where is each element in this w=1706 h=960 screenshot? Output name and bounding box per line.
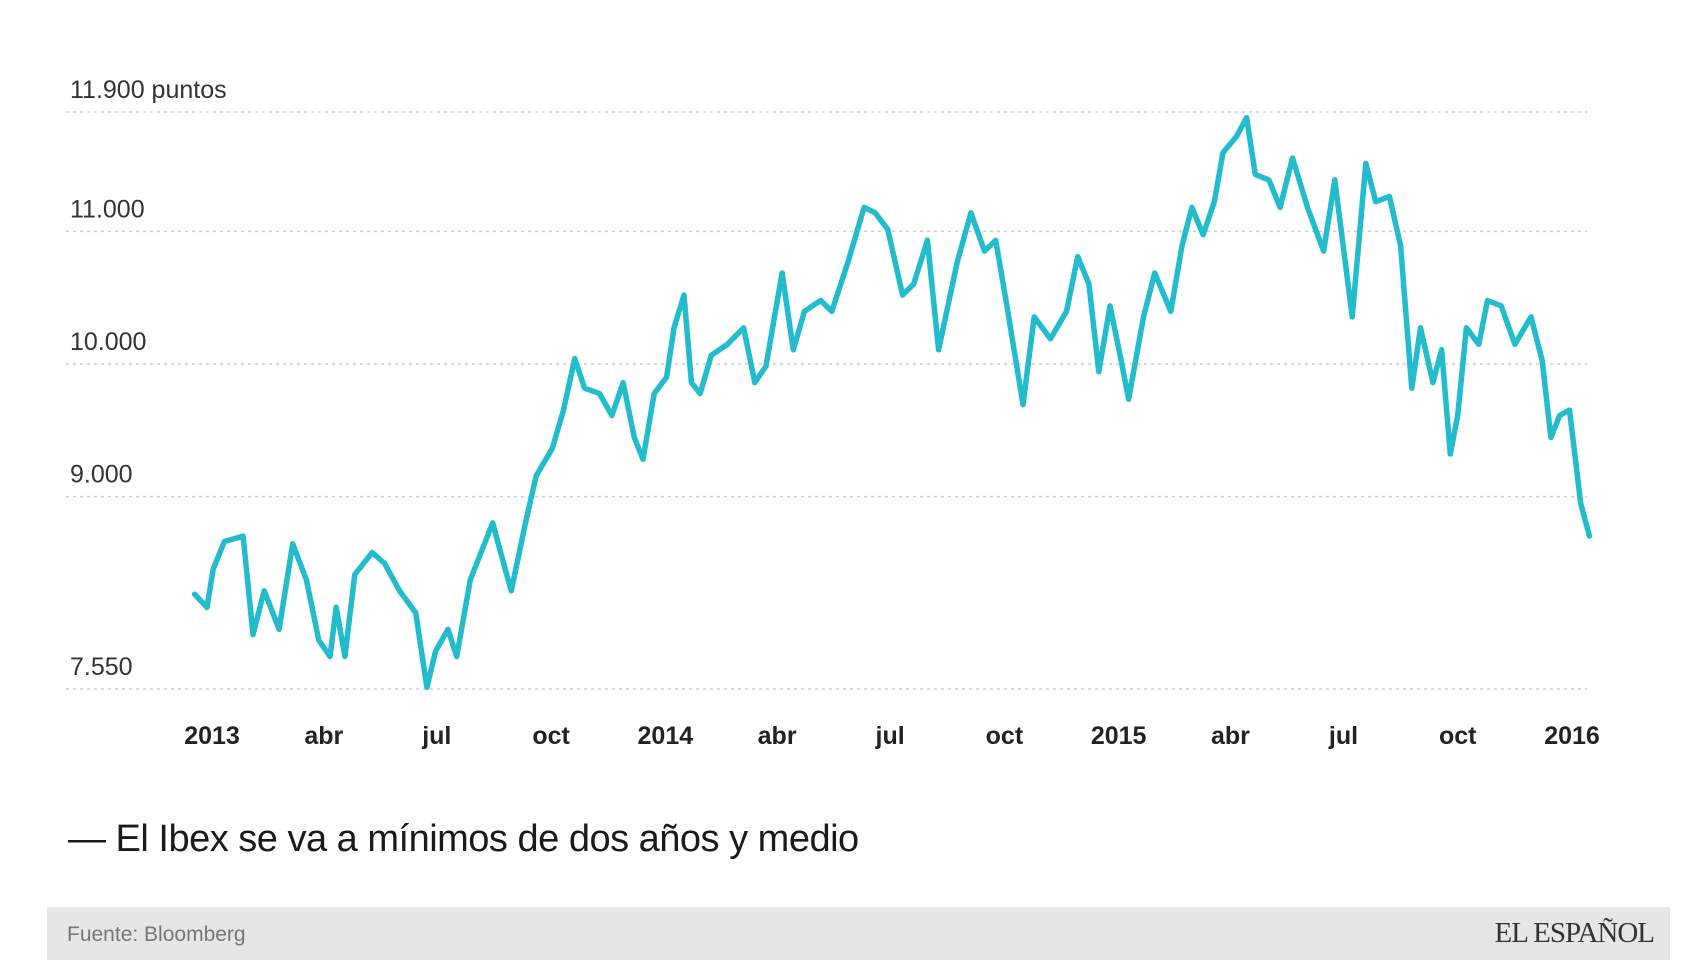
source-note: Fuente: Bloomberg [67, 923, 246, 946]
y-tick-label: 7.550 [70, 653, 133, 681]
chart-title: — El Ibex se va a mínimos de dos años y … [68, 818, 859, 860]
x-tick-label: abr [758, 722, 797, 750]
x-tick-label: jul [875, 722, 905, 750]
gridlines [66, 111, 1587, 690]
x-tick-label: abr [304, 722, 343, 750]
x-tick-label: 2016 [1544, 722, 1600, 750]
series-line-ibex [191, 114, 1593, 691]
y-tick-label: 10.000 [70, 328, 146, 356]
x-tick-label: abr [1211, 722, 1250, 750]
x-tick-label: 2015 [1091, 722, 1147, 750]
y-tick-label: 11.000 [70, 195, 145, 223]
y-tick-label: 9.000 [70, 461, 133, 489]
x-tick-label: oct [1439, 722, 1477, 750]
x-tick-label: jul [421, 722, 451, 750]
y-axis-labels: 11.900 puntos 11.000 10.000 9.000 7.550 [70, 76, 227, 681]
x-tick-label: 2014 [638, 722, 694, 750]
x-tick-label: oct [532, 722, 570, 750]
brand-logo: EL ESPAÑOL [1494, 917, 1655, 949]
y-tick-label: 11.900 puntos [70, 76, 227, 104]
line-chart: 11.900 puntos 11.000 10.000 9.000 7.550 2013… [66, 76, 1600, 750]
x-axis-labels: 2013 abr jul oct 2014 abr jul oct 2015 abr jul oct 2… [184, 722, 1600, 750]
footer-bar: Fuente: Bloomberg EL ESPAÑOL [47, 907, 1670, 960]
x-tick-label: oct [986, 722, 1024, 750]
x-tick-label: jul [1328, 722, 1358, 750]
x-tick-label: 2013 [184, 722, 240, 750]
